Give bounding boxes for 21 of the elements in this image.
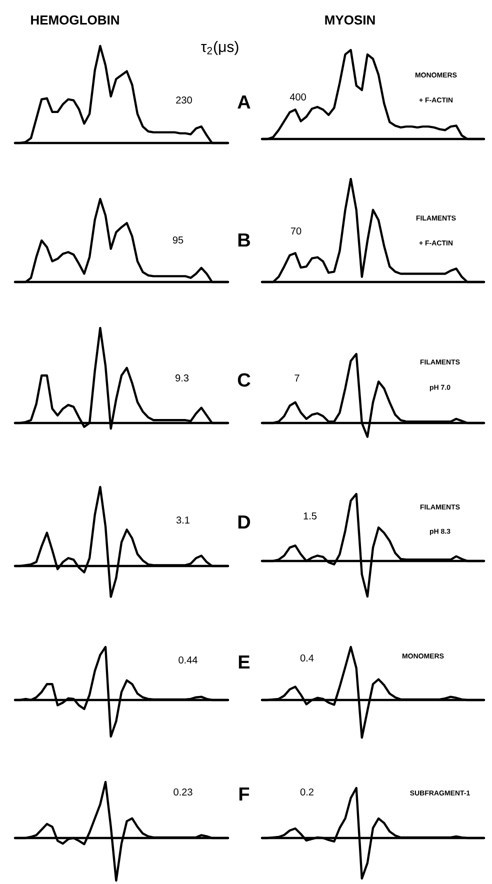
text: C [238, 373, 250, 387]
annotation: 0.4 [300, 654, 314, 662]
annotation: 95 [172, 236, 184, 244]
text: E [238, 655, 250, 669]
annotation: 0.2 [300, 788, 314, 796]
chart-title: HEMOGLOBIN [31, 15, 119, 25]
annotation: 230 [176, 96, 192, 104]
annotation: 7 [294, 374, 300, 382]
annotation: 0.44 [178, 656, 198, 664]
text: B [238, 233, 250, 247]
annotation: 400 [290, 93, 306, 101]
annotation: 9.3 [176, 374, 189, 382]
annotation: 3.1 [176, 516, 190, 524]
text: A [238, 95, 250, 109]
annotation: 70 [290, 227, 302, 235]
text: D [238, 515, 250, 529]
annotation: 0.23 [174, 788, 192, 796]
annotation: 1.5 [304, 512, 317, 520]
chart-title: MYOSIN [325, 15, 375, 25]
annotation: τ$_{2}$(μs) [201, 41, 238, 56]
text: F [239, 787, 250, 801]
